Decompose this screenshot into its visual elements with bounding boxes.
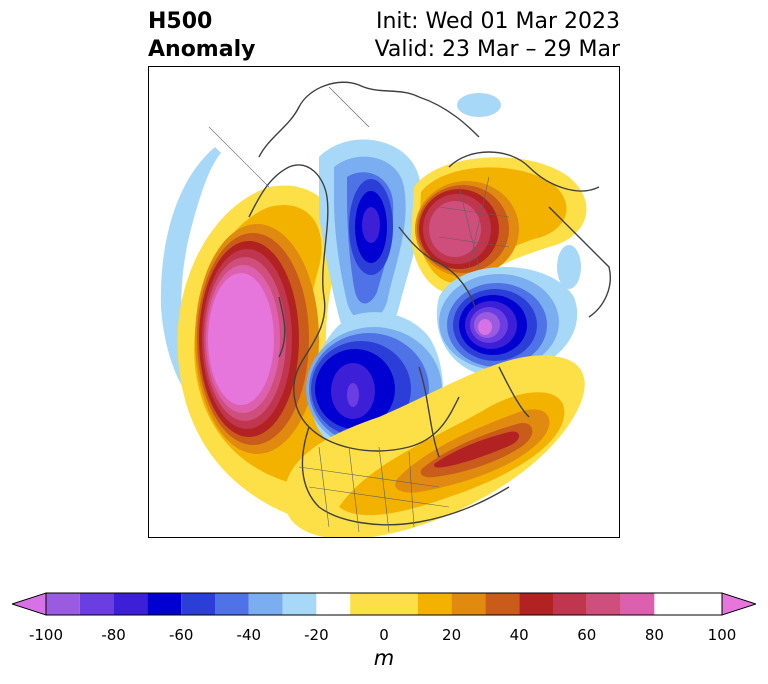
colorbar-cell bbox=[688, 593, 722, 615]
colorbar-tick-label: 60 bbox=[577, 626, 597, 644]
colorbar-tick-label: -100 bbox=[28, 626, 64, 644]
colorbar-tick-label: -40 bbox=[236, 626, 262, 644]
colorbar-cell bbox=[586, 593, 621, 615]
colorbar bbox=[12, 592, 756, 616]
colorbar-tick-label: -60 bbox=[168, 626, 194, 644]
colorbar-cell bbox=[46, 593, 80, 615]
colorbar-cell bbox=[282, 593, 317, 615]
colorbar-cell bbox=[113, 593, 148, 615]
colorbar-unit: m bbox=[373, 646, 395, 670]
title-field: Anomaly bbox=[148, 37, 256, 62]
trough-northwest bbox=[319, 139, 422, 343]
colorbar-under-triangle bbox=[12, 592, 47, 616]
coastlines bbox=[248, 81, 611, 526]
patch-blue-east bbox=[557, 245, 581, 289]
colorbar-tick-label: 100 bbox=[707, 626, 737, 644]
contour-lightblue-arc bbox=[160, 147, 221, 417]
colorbar-over-triangle bbox=[721, 592, 756, 616]
title-left: H500 Anomaly bbox=[148, 8, 255, 64]
ridge-atlantic bbox=[284, 355, 585, 537]
ridge-northeast bbox=[411, 157, 587, 294]
colorbar-cell bbox=[215, 593, 249, 615]
map-svg bbox=[160, 81, 611, 537]
colorbar-tick-label: -80 bbox=[101, 626, 126, 644]
colorbar-cell bbox=[620, 593, 655, 615]
colorbar-cell bbox=[485, 593, 520, 615]
colorbar-cell bbox=[147, 593, 182, 615]
colorbar-cell bbox=[519, 593, 553, 615]
colorbar-cell bbox=[248, 593, 283, 615]
colorbar-cell bbox=[417, 593, 452, 615]
colorbar-cell bbox=[553, 593, 587, 615]
title-variable: H500 bbox=[148, 9, 213, 34]
borders bbox=[208, 86, 510, 533]
valid-range: Valid: 23 Mar – 29 Mar bbox=[374, 37, 620, 62]
colorbar-tick-label: 0 bbox=[379, 626, 389, 644]
title-right: Init: Wed 01 Mar 2023 Valid: 23 Mar – 29… bbox=[375, 8, 620, 64]
colorbar-tick-label: 20 bbox=[442, 626, 462, 644]
colorbar-cell bbox=[451, 593, 486, 615]
init-date: Init: Wed 01 Mar 2023 bbox=[375, 9, 620, 34]
colorbar-tick-label: -20 bbox=[304, 626, 329, 644]
colorbar-cell bbox=[316, 593, 351, 615]
patch-blue-north bbox=[457, 93, 501, 117]
trough-east bbox=[436, 267, 578, 378]
colorbar-tick-label: 40 bbox=[509, 626, 529, 644]
trough-hudson bbox=[306, 312, 443, 461]
colorbar-cell bbox=[181, 593, 215, 615]
colorbar-cell bbox=[350, 593, 418, 615]
colorbar-cell bbox=[654, 593, 689, 615]
colorbar-tick-label: 80 bbox=[644, 626, 664, 644]
anomaly-map bbox=[148, 66, 620, 538]
colorbar-cell bbox=[79, 593, 114, 615]
